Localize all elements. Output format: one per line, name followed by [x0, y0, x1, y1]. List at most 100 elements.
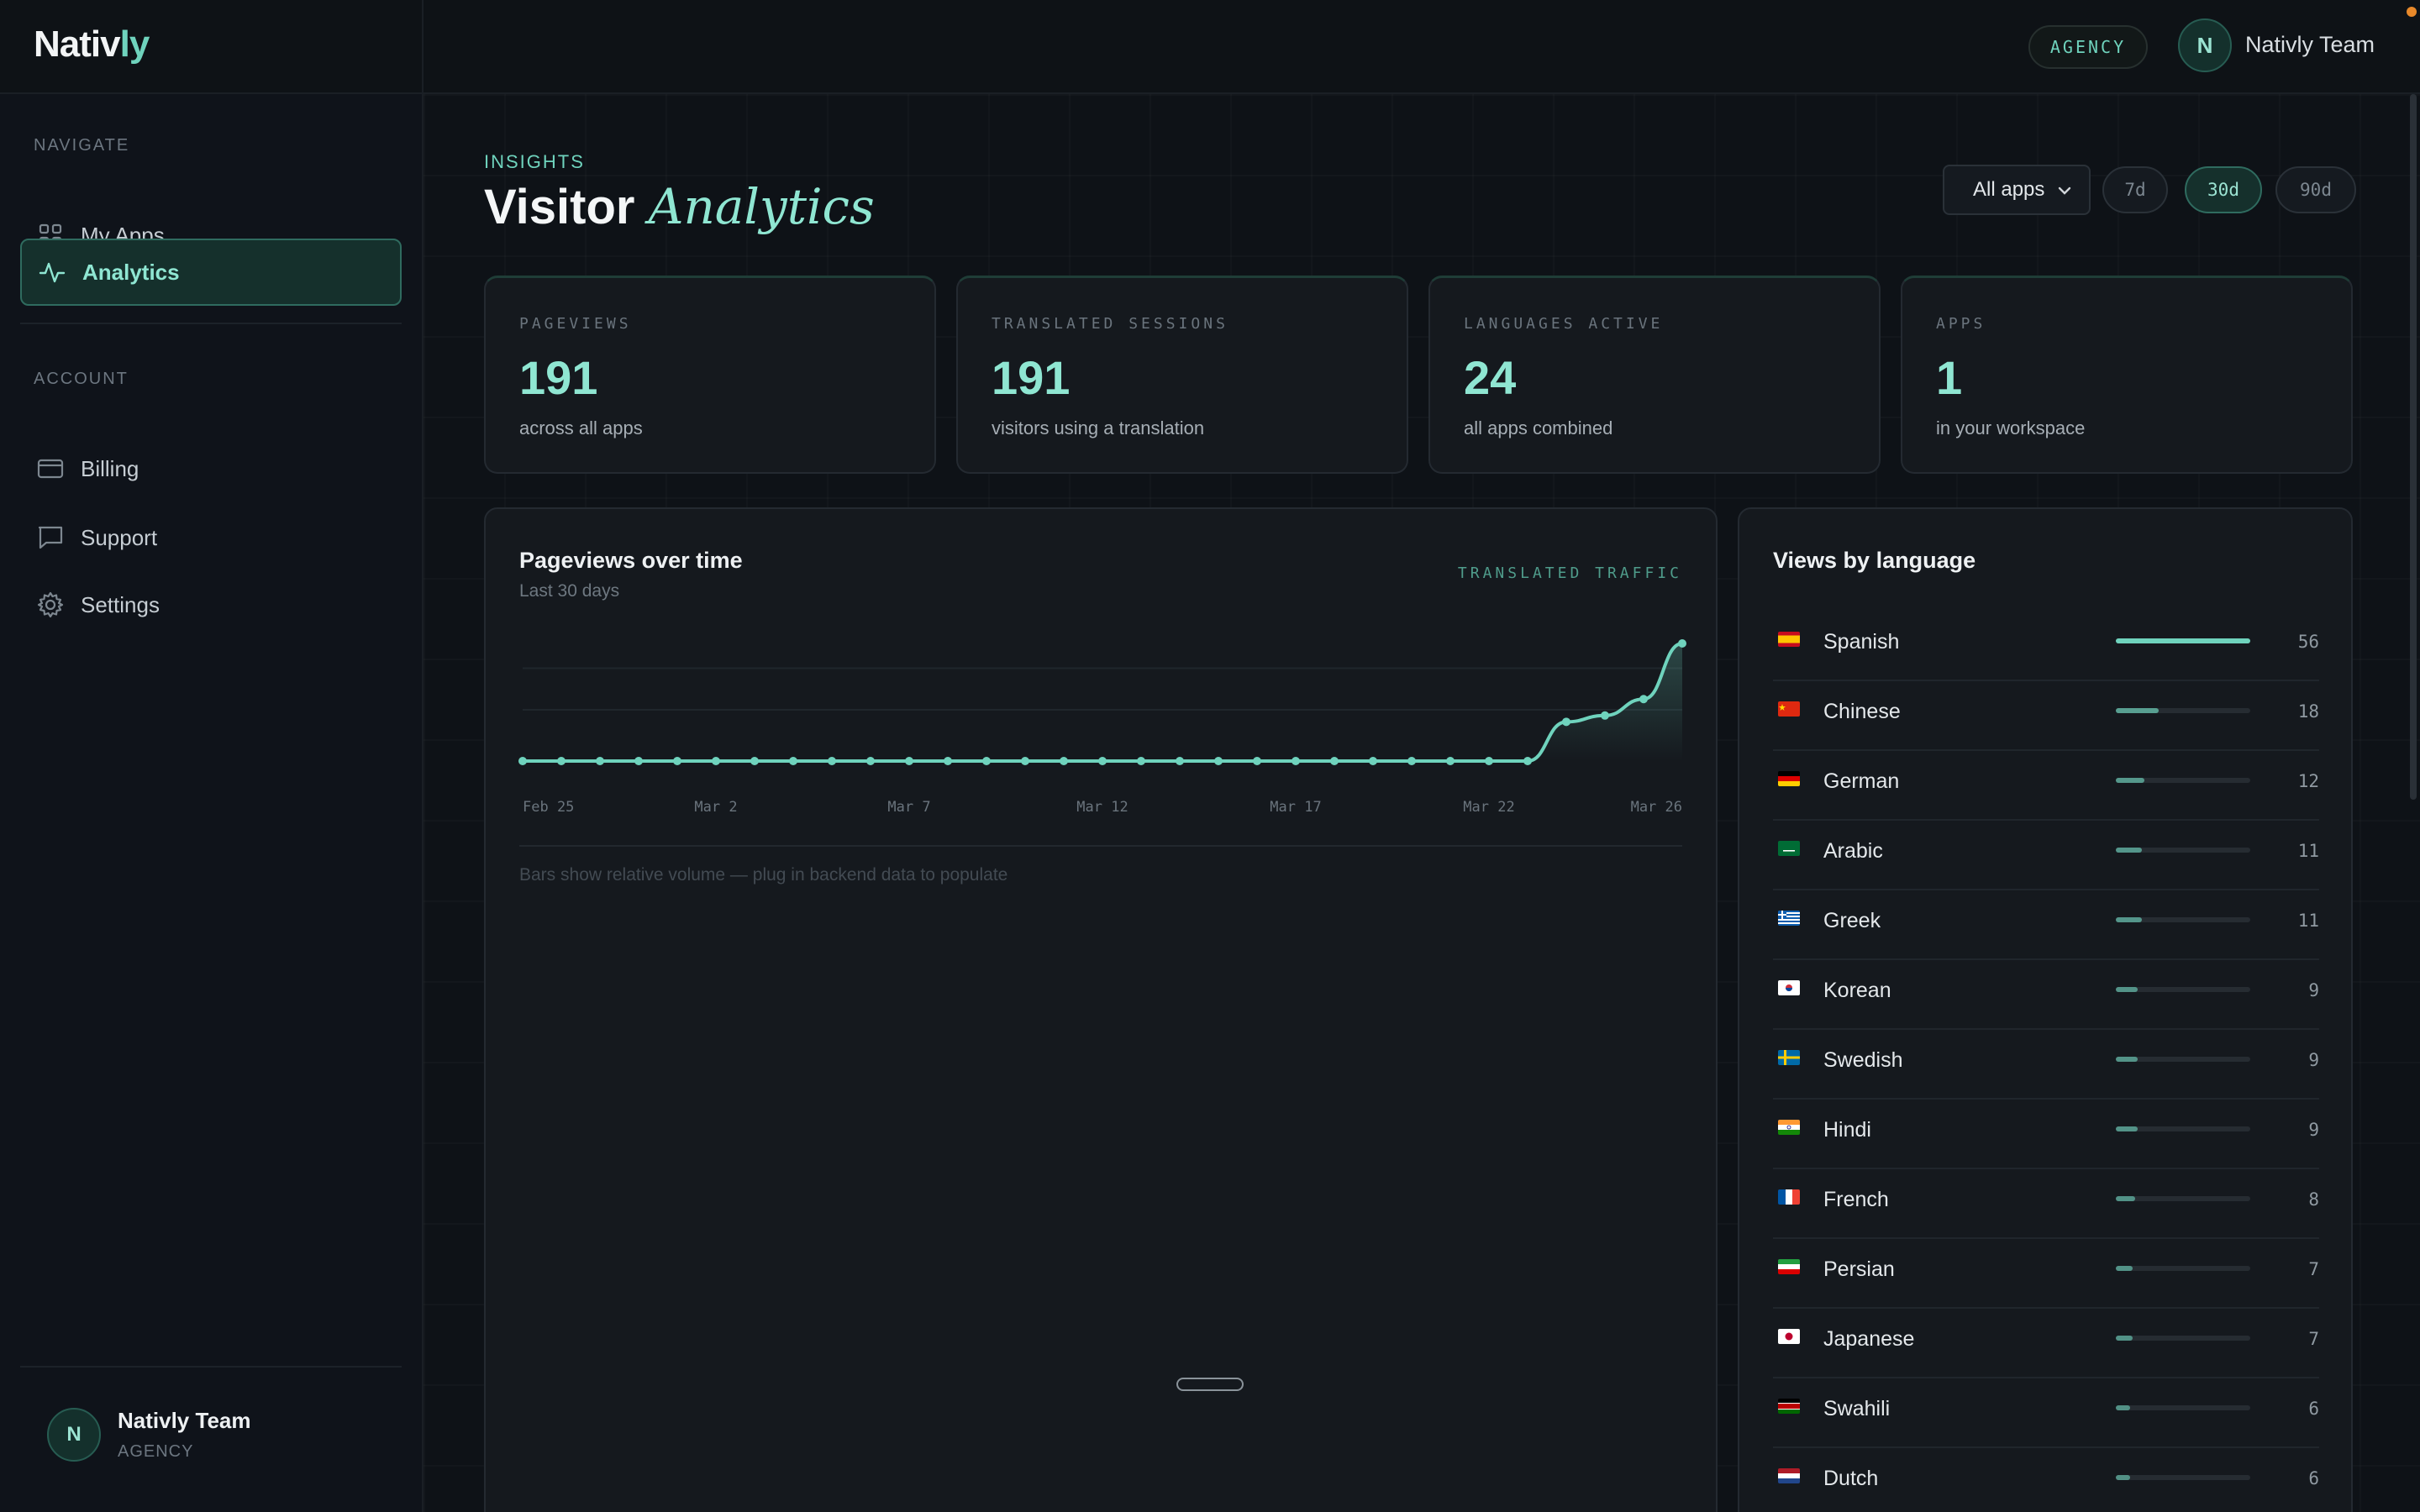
- page-title: Visitor Analytics: [484, 178, 875, 235]
- page-title-accent: Analytics: [648, 178, 875, 235]
- language-bar-track: [2116, 1126, 2250, 1131]
- language-bar-track: [2116, 1266, 2250, 1271]
- chart-point[interactable]: [982, 757, 991, 765]
- language-count: 9: [2308, 1120, 2319, 1140]
- language-count: 8: [2308, 1189, 2319, 1210]
- language-bar-fill: [2116, 638, 2250, 643]
- sidebar-item-analytics[interactable]: Analytics: [20, 239, 402, 306]
- chart-point[interactable]: [750, 757, 759, 765]
- language-bar-fill: [2116, 1405, 2131, 1410]
- chart-point[interactable]: [1446, 757, 1455, 765]
- chart-point[interactable]: [1523, 757, 1532, 765]
- languages-panel: Views by language Spanish 56 Chinese 18 Germ…: [1738, 507, 2353, 1512]
- language-name: Korean: [1823, 979, 1891, 1002]
- chart-point[interactable]: [634, 757, 643, 765]
- chart-point[interactable]: [1562, 717, 1570, 727]
- language-row: French 8: [1773, 1169, 2319, 1239]
- range-7d[interactable]: 7d: [2102, 166, 2168, 213]
- language-row: Chinese 18: [1773, 681, 2319, 751]
- stat-label: APPS: [1936, 315, 1986, 333]
- sidebar-user-avatar[interactable]: N: [47, 1408, 101, 1462]
- chart-point[interactable]: [673, 757, 681, 765]
- chart-divider: [519, 845, 1682, 847]
- chevron-down-icon: [2055, 181, 2074, 206]
- chart-point[interactable]: [518, 757, 527, 765]
- chart-series-line: [523, 642, 1683, 763]
- page-scrollbar[interactable]: [2410, 94, 2417, 800]
- logo-text: Nativ: [34, 24, 121, 65]
- chart-point[interactable]: [905, 757, 913, 765]
- user-name[interactable]: Nativly Team: [2245, 32, 2375, 57]
- sidebar-item-label: Settings: [81, 591, 160, 617]
- chart-point[interactable]: [1021, 757, 1029, 765]
- range-90d[interactable]: 90d: [2275, 166, 2356, 213]
- page-eyebrow: INSIGHTS: [484, 151, 585, 172]
- app-filter-select[interactable]: All apps: [1943, 165, 2091, 215]
- language-bar-fill: [2116, 1057, 2138, 1062]
- chart-point[interactable]: [712, 757, 720, 765]
- app-logo[interactable]: Nativly: [34, 24, 150, 66]
- language-bar-track: [2116, 1057, 2250, 1062]
- flag-icon: [1778, 1189, 1800, 1205]
- chart-point[interactable]: [1601, 711, 1609, 720]
- flag-icon: [1778, 1259, 1800, 1274]
- chart-point[interactable]: [1407, 757, 1416, 765]
- chart-point[interactable]: [944, 757, 952, 765]
- flag-icon: [1778, 1050, 1800, 1065]
- chart-point[interactable]: [1639, 695, 1648, 704]
- language-name: Swedish: [1823, 1048, 1903, 1072]
- stat-label: PAGEVIEWS: [519, 315, 632, 333]
- flag-icon: [1778, 1468, 1800, 1483]
- language-count: 7: [2308, 1329, 2319, 1349]
- language-bar-track: [2116, 917, 2250, 922]
- language-row: Persian 7: [1773, 1239, 2319, 1309]
- x-tick-label: Mar 17: [1270, 799, 1321, 816]
- chart-point[interactable]: [596, 757, 604, 765]
- chart-point[interactable]: [1485, 757, 1493, 765]
- sidebar-item-settings[interactable]: Settings: [20, 571, 402, 638]
- chart-point[interactable]: [1292, 757, 1300, 765]
- stat-subtext: visitors using a translation: [992, 417, 1205, 438]
- language-name: Hindi: [1823, 1118, 1871, 1142]
- chart-point[interactable]: [1060, 757, 1068, 765]
- chart-point[interactable]: [1253, 757, 1261, 765]
- activity-icon: [39, 259, 66, 286]
- x-tick-label: Mar 2: [694, 799, 737, 816]
- chart-point[interactable]: [1137, 757, 1145, 765]
- header-divider: [422, 0, 424, 94]
- chart-point[interactable]: [1176, 757, 1184, 765]
- language-row: Swahili 6: [1773, 1378, 2319, 1448]
- language-row: Spanish 56: [1773, 612, 2319, 681]
- chart-point[interactable]: [1330, 757, 1339, 765]
- range-30d[interactable]: 30d: [2185, 166, 2262, 213]
- chart-point[interactable]: [557, 757, 566, 765]
- chart-point[interactable]: [789, 757, 797, 765]
- sidebar-user[interactable]: Nativly Team AGENCY: [118, 1408, 250, 1462]
- chart-point[interactable]: [1678, 639, 1686, 648]
- chart-point[interactable]: [1098, 757, 1107, 765]
- sidebar-item-support[interactable]: Support: [20, 504, 402, 571]
- sidebar-item-billing[interactable]: Billing: [20, 435, 402, 502]
- x-tick-label: Mar 12: [1076, 799, 1128, 816]
- chart-point[interactable]: [828, 757, 836, 765]
- language-name: Greek: [1823, 909, 1881, 932]
- scroll-indicator[interactable]: [1176, 1378, 1244, 1391]
- card-icon: [37, 455, 64, 482]
- flag-icon: [1778, 841, 1800, 856]
- language-count: 12: [2297, 771, 2319, 791]
- flag-icon: [1778, 1120, 1800, 1135]
- language-count: 18: [2297, 701, 2319, 722]
- chart-point[interactable]: [866, 757, 875, 765]
- language-count: 9: [2308, 1050, 2319, 1070]
- flag-icon: [1778, 980, 1800, 995]
- chart-point[interactable]: [1214, 757, 1223, 765]
- stat-value: 1: [1936, 351, 1963, 404]
- avatar[interactable]: N: [2178, 18, 2232, 72]
- language-bar-fill: [2116, 917, 2143, 922]
- flag-icon: [1778, 632, 1800, 647]
- language-bar-fill: [2116, 1475, 2131, 1480]
- language-name: Swahili: [1823, 1397, 1891, 1420]
- language-row: Korean 9: [1773, 960, 2319, 1030]
- notification-dot: [2407, 7, 2417, 17]
- chart-point[interactable]: [1369, 757, 1377, 765]
